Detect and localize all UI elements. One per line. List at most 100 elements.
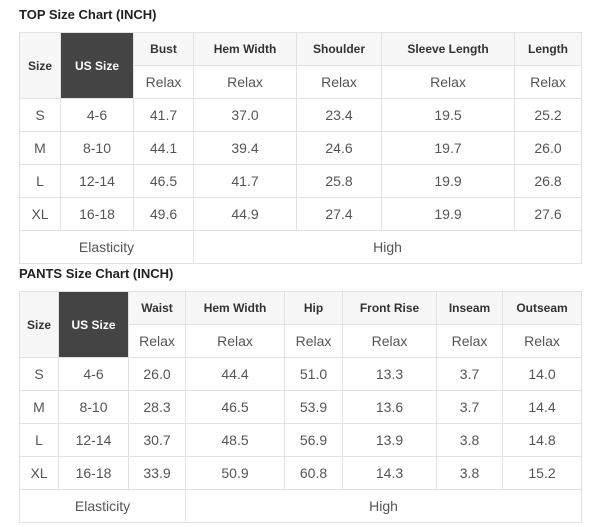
fit-cell: Relax <box>185 324 285 358</box>
column-header: Front Rise <box>342 291 437 325</box>
elasticity-value: High <box>193 230 582 264</box>
elasticity-value: High <box>185 489 582 523</box>
column-header: Outseam <box>502 291 582 325</box>
value-cell: 15.2 <box>502 456 582 490</box>
value-cell: 60.8 <box>284 456 343 490</box>
us-size-cell: 8-10 <box>58 390 129 424</box>
value-cell: 26.0 <box>128 357 186 391</box>
fit-cell: Relax <box>514 65 582 99</box>
table-row: L 12-14 46.5 41.7 25.8 19.9 26.8 <box>19 164 582 198</box>
us-size-header: US Size <box>60 32 134 99</box>
us-size-cell: 12-14 <box>60 164 134 198</box>
value-cell: 50.9 <box>185 456 285 490</box>
size-cell: S <box>19 98 61 132</box>
value-cell: 33.9 <box>128 456 186 490</box>
us-size-cell: 12-14 <box>58 423 129 457</box>
header-row: Size US Size Bust Hem Width Shoulder Sleeve L… <box>19 32 582 99</box>
value-cell: 13.9 <box>342 423 437 457</box>
column-header: Hem Width <box>185 291 285 325</box>
fit-cell: Relax <box>436 324 503 358</box>
column-header: Waist <box>128 291 186 325</box>
value-cell: 30.7 <box>128 423 186 457</box>
header-row: Size US Size Waist Hem Width Hip Front Rise In… <box>19 291 582 358</box>
fit-cell: Relax <box>128 324 186 358</box>
value-cell: 46.5 <box>185 390 285 424</box>
size-cell: M <box>19 131 61 165</box>
table-row: M 8-10 44.1 39.4 24.6 19.7 26.0 <box>19 131 582 165</box>
pants-size-table: Size US Size Waist Hem Width Hip Front Rise In… <box>19 291 582 523</box>
table-row: L 12-14 30.7 48.5 56.9 13.9 3.8 14.8 <box>19 423 582 457</box>
fit-row: Relax Relax Relax Relax Relax <box>20 65 582 99</box>
value-cell: 48.5 <box>185 423 285 457</box>
value-cell: 14.3 <box>342 456 437 490</box>
value-cell: 46.5 <box>133 164 194 198</box>
value-cell: 26.0 <box>514 131 582 165</box>
column-header: Hem Width <box>193 32 297 66</box>
size-cell: XL <box>19 456 59 490</box>
table-row: M 8-10 28.3 46.5 53.9 13.6 3.7 14.4 <box>19 390 582 424</box>
fit-cell: Relax <box>193 65 297 99</box>
value-cell: 24.6 <box>296 131 382 165</box>
value-cell: 41.7 <box>193 164 297 198</box>
column-header: Inseam <box>436 291 503 325</box>
us-size-header: US Size <box>58 291 129 358</box>
elasticity-label: Elasticity <box>19 230 194 264</box>
fit-row: Relax Relax Relax Relax Relax Relax <box>20 324 582 358</box>
table-row: XL 16-18 33.9 50.9 60.8 14.3 3.8 15.2 <box>19 456 582 490</box>
column-header: Sleeve Length <box>381 32 515 66</box>
value-cell: 53.9 <box>284 390 343 424</box>
elasticity-label: Elasticity <box>19 489 186 523</box>
table-row: XL 16-18 49.6 44.9 27.4 19.9 27.6 <box>19 197 582 231</box>
table-row: S 4-6 26.0 44.4 51.0 13.3 3.7 14.0 <box>19 357 582 391</box>
value-cell: 19.7 <box>381 131 515 165</box>
top-size-table: Size US Size Bust Hem Width Shoulder Sleeve L… <box>19 32 582 264</box>
fit-cell: Relax <box>296 65 382 99</box>
fit-cell: Relax <box>284 324 343 358</box>
value-cell: 19.9 <box>381 197 515 231</box>
value-cell: 23.4 <box>296 98 382 132</box>
value-cell: 3.7 <box>436 357 503 391</box>
value-cell: 44.9 <box>193 197 297 231</box>
us-size-cell: 4-6 <box>60 98 134 132</box>
value-cell: 41.7 <box>133 98 194 132</box>
size-cell: M <box>19 390 59 424</box>
value-cell: 26.8 <box>514 164 582 198</box>
value-cell: 13.6 <box>342 390 437 424</box>
us-size-cell: 16-18 <box>58 456 129 490</box>
value-cell: 14.8 <box>502 423 582 457</box>
fit-cell: Relax <box>133 65 194 99</box>
value-cell: 56.9 <box>284 423 343 457</box>
size-cell: S <box>19 357 59 391</box>
value-cell: 25.2 <box>514 98 582 132</box>
us-size-cell: 16-18 <box>60 197 134 231</box>
size-cell: XL <box>19 197 61 231</box>
top-chart-title: TOP Size Chart (INCH) <box>19 7 157 22</box>
elasticity-row: Elasticity High <box>19 230 582 264</box>
size-cell: L <box>19 164 61 198</box>
value-cell: 13.3 <box>342 357 437 391</box>
column-header: Shoulder <box>296 32 382 66</box>
value-cell: 27.6 <box>514 197 582 231</box>
value-cell: 14.0 <box>502 357 582 391</box>
table-row: S 4-6 41.7 37.0 23.4 19.5 25.2 <box>19 98 582 132</box>
value-cell: 37.0 <box>193 98 297 132</box>
value-cell: 27.4 <box>296 197 382 231</box>
us-size-cell: 4-6 <box>58 357 129 391</box>
fit-cell: Relax <box>381 65 515 99</box>
value-cell: 3.7 <box>436 390 503 424</box>
value-cell: 14.4 <box>502 390 582 424</box>
fit-cell: Relax <box>502 324 582 358</box>
value-cell: 25.8 <box>296 164 382 198</box>
value-cell: 44.4 <box>185 357 285 391</box>
value-cell: 28.3 <box>128 390 186 424</box>
pants-chart-title: PANTS Size Chart (INCH) <box>19 266 174 281</box>
value-cell: 19.5 <box>381 98 515 132</box>
value-cell: 51.0 <box>284 357 343 391</box>
elasticity-row: Elasticity High <box>19 489 582 523</box>
value-cell: 39.4 <box>193 131 297 165</box>
value-cell: 44.1 <box>133 131 194 165</box>
value-cell: 49.6 <box>133 197 194 231</box>
size-header: Size <box>19 32 61 99</box>
us-size-cell: 8-10 <box>60 131 134 165</box>
fit-cell: Relax <box>342 324 437 358</box>
